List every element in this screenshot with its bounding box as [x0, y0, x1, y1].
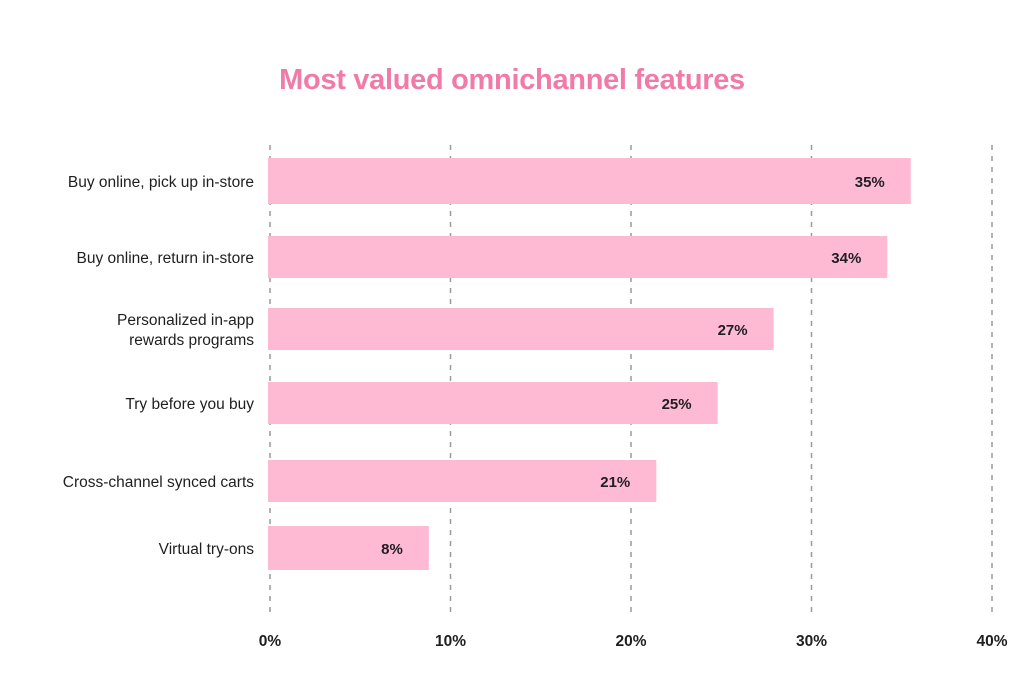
- bar-5: [268, 526, 429, 570]
- data-label-3: 25%: [662, 396, 692, 413]
- bar-4: [268, 460, 657, 502]
- bar-1: [268, 236, 888, 278]
- category-label-2-line-0: Personalized in-app: [117, 312, 254, 329]
- category-label-3: Try before you buy: [125, 396, 254, 413]
- category-label-5: Virtual try-ons: [159, 541, 255, 558]
- x-tick-label-2: 20%: [615, 633, 646, 650]
- x-tick-label-0: 0%: [259, 633, 282, 650]
- category-label-0: Buy online, pick up in-store: [68, 174, 254, 191]
- bar-2: [268, 308, 774, 350]
- category-label-1: Buy online, return in-store: [77, 250, 254, 267]
- category-label-4: Cross-channel synced carts: [63, 474, 254, 491]
- x-tick-label-1: 10%: [435, 633, 466, 650]
- bar-3: [268, 382, 718, 424]
- data-label-2: 27%: [718, 322, 748, 339]
- x-tick-label-3: 30%: [796, 633, 827, 650]
- category-label-2-line-1: rewards programs: [129, 332, 254, 349]
- x-tick-label-4: 40%: [976, 633, 1007, 650]
- chart-title: Most valued omnichannel features: [279, 64, 745, 96]
- bar-0: [268, 158, 911, 204]
- data-label-5: 8%: [381, 541, 403, 558]
- data-label-0: 35%: [855, 174, 885, 191]
- data-label-4: 21%: [600, 474, 630, 491]
- data-label-1: 34%: [831, 250, 861, 267]
